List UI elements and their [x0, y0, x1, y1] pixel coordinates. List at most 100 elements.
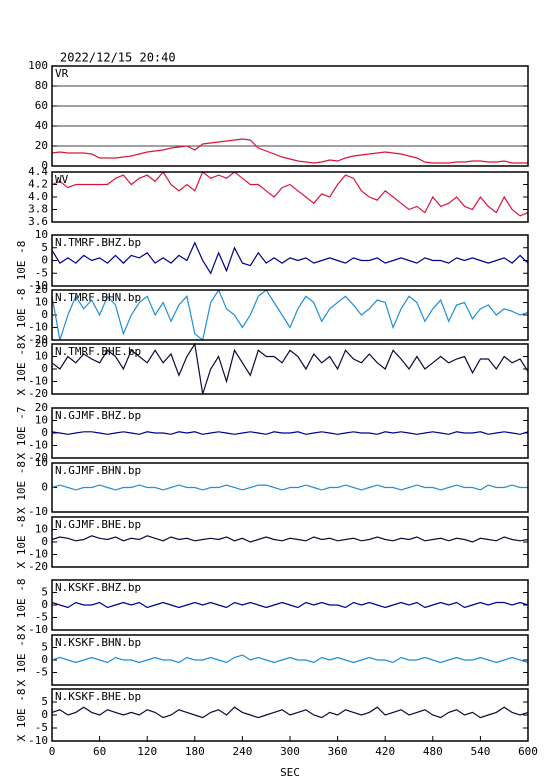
y-tick-label: 5 — [41, 641, 48, 654]
trace — [51, 484, 528, 491]
x-tick-label: 480 — [423, 745, 443, 758]
y-tick-label: 4.0 — [28, 190, 48, 203]
y-tick-label: 0 — [41, 362, 48, 375]
y-tick-label: 10 — [35, 414, 48, 427]
y-tick-label: -10 — [28, 548, 48, 561]
trace — [51, 535, 529, 543]
y-tick-label: 40 — [35, 119, 48, 132]
y-tick-label: 3.8 — [28, 203, 48, 216]
y-tick-label: -20 — [28, 333, 48, 346]
trace-label: VR — [55, 67, 69, 80]
y-axis-label: X 10E -8 — [15, 634, 28, 687]
y-tick-label: 0 — [41, 308, 48, 321]
y-tick-label: 10 — [35, 523, 48, 536]
y-tick-label: 0 — [41, 535, 48, 548]
y-tick-label: 5 — [41, 586, 48, 599]
y-axis-label: X 10E -8 — [15, 289, 28, 342]
trace-label: N.GJMF.BHZ.bp — [55, 409, 141, 422]
y-tick-label: 0 — [41, 481, 48, 494]
trace — [51, 654, 529, 664]
y-tick-label: -20 — [28, 451, 48, 464]
x-tick-label: 0 — [49, 745, 56, 758]
y-tick-label: 0 — [41, 426, 48, 439]
x-tick-label: 240 — [232, 745, 252, 758]
panel-frame — [51, 462, 529, 513]
y-tick-label: -10 — [28, 279, 48, 292]
x-tick-label: 420 — [375, 745, 395, 758]
y-tick-label: 3.6 — [28, 215, 48, 228]
y-tick-label: 20 — [35, 283, 48, 296]
y-tick-label: -10 — [28, 375, 48, 388]
panel-frame — [51, 343, 529, 395]
panel-frame — [51, 634, 529, 686]
y-tick-label: 20 — [35, 401, 48, 414]
y-axis-label: X 10E -8 — [15, 516, 28, 569]
trace-label: N.TMRF.BHE.bp — [55, 345, 141, 358]
y-tick-label: -10 — [28, 439, 48, 452]
y-tick-label: -5 — [35, 611, 48, 624]
y-tick-label: 80 — [35, 79, 48, 92]
y-tick-label: 10 — [35, 296, 48, 309]
y-tick-label: -10 — [28, 623, 48, 636]
panel-frame — [51, 579, 529, 631]
trace-label: N.GJMF.BHE.bp — [55, 518, 141, 531]
y-tick-label: -5 — [35, 266, 48, 279]
y-axis-label: X 10E -8 — [15, 689, 28, 742]
trace — [51, 706, 529, 719]
trace — [51, 431, 529, 435]
trace — [51, 288, 529, 342]
y-tick-label: -10 — [28, 505, 48, 518]
y-axis-label: X 10E -8 — [15, 343, 28, 396]
trace — [51, 601, 529, 609]
panel-frame — [51, 407, 529, 459]
trace — [51, 138, 528, 164]
y-tick-label: 4.2 — [28, 178, 48, 191]
chart-title: 2022/12/15 20:40 — [60, 51, 176, 65]
trace — [51, 342, 529, 395]
panel-frame — [51, 65, 529, 167]
y-tick-label: -10 — [28, 321, 48, 334]
x-tick-label: 180 — [185, 745, 205, 758]
y-tick-label: 5 — [41, 241, 48, 254]
y-tick-label: 60 — [35, 99, 48, 112]
trace — [51, 241, 529, 275]
trace-label: N.GJMF.BHN.bp — [55, 464, 141, 477]
panel-frame — [51, 171, 529, 223]
panel-frame — [51, 234, 529, 287]
y-tick-label: 100 — [28, 59, 48, 72]
y-tick-label: -5 — [35, 721, 48, 734]
trace-label: N.TMRF.BHN.bp — [55, 291, 141, 304]
y-tick-label: 20 — [35, 337, 48, 350]
trace-label: N.TMRF.BHZ.bp — [55, 236, 141, 249]
y-tick-label: 0 — [41, 598, 48, 611]
trace — [51, 170, 529, 217]
x-tick-label: 300 — [280, 745, 300, 758]
y-tick-label: 10 — [35, 350, 48, 363]
y-tick-label: 10 — [35, 456, 48, 469]
y-tick-label: 0 — [41, 159, 48, 172]
y-tick-label: 5 — [41, 695, 48, 708]
y-axis-label: X 10E -8 — [15, 461, 28, 514]
y-tick-label: -20 — [28, 387, 48, 400]
y-tick-label: 10 — [35, 228, 48, 241]
y-axis-label: X 10E -7 — [15, 407, 28, 460]
y-tick-label: -20 — [28, 560, 48, 573]
x-axis-label: SEC — [280, 766, 300, 779]
x-tick-label: 360 — [328, 745, 348, 758]
x-tick-label: 60 — [93, 745, 106, 758]
y-axis-label: X 10E -8 — [15, 579, 28, 632]
y-tick-label: -5 — [35, 666, 48, 679]
y-axis-label: 10E -8 — [15, 241, 28, 281]
x-tick-label: 540 — [470, 745, 490, 758]
y-tick-label: -10 — [28, 734, 48, 747]
y-tick-label: 0 — [41, 254, 48, 267]
y-tick-label: 20 — [35, 139, 48, 152]
panel-frame — [51, 289, 529, 341]
y-tick-label: 0 — [41, 653, 48, 666]
x-tick-label: 600 — [518, 745, 538, 758]
y-tick-label: 0 — [41, 708, 48, 721]
panel-frame — [51, 516, 529, 568]
trace-label: N.KSKF.BHE.bp — [55, 690, 141, 703]
trace-label: N.KSKF.BHN.bp — [55, 636, 141, 649]
